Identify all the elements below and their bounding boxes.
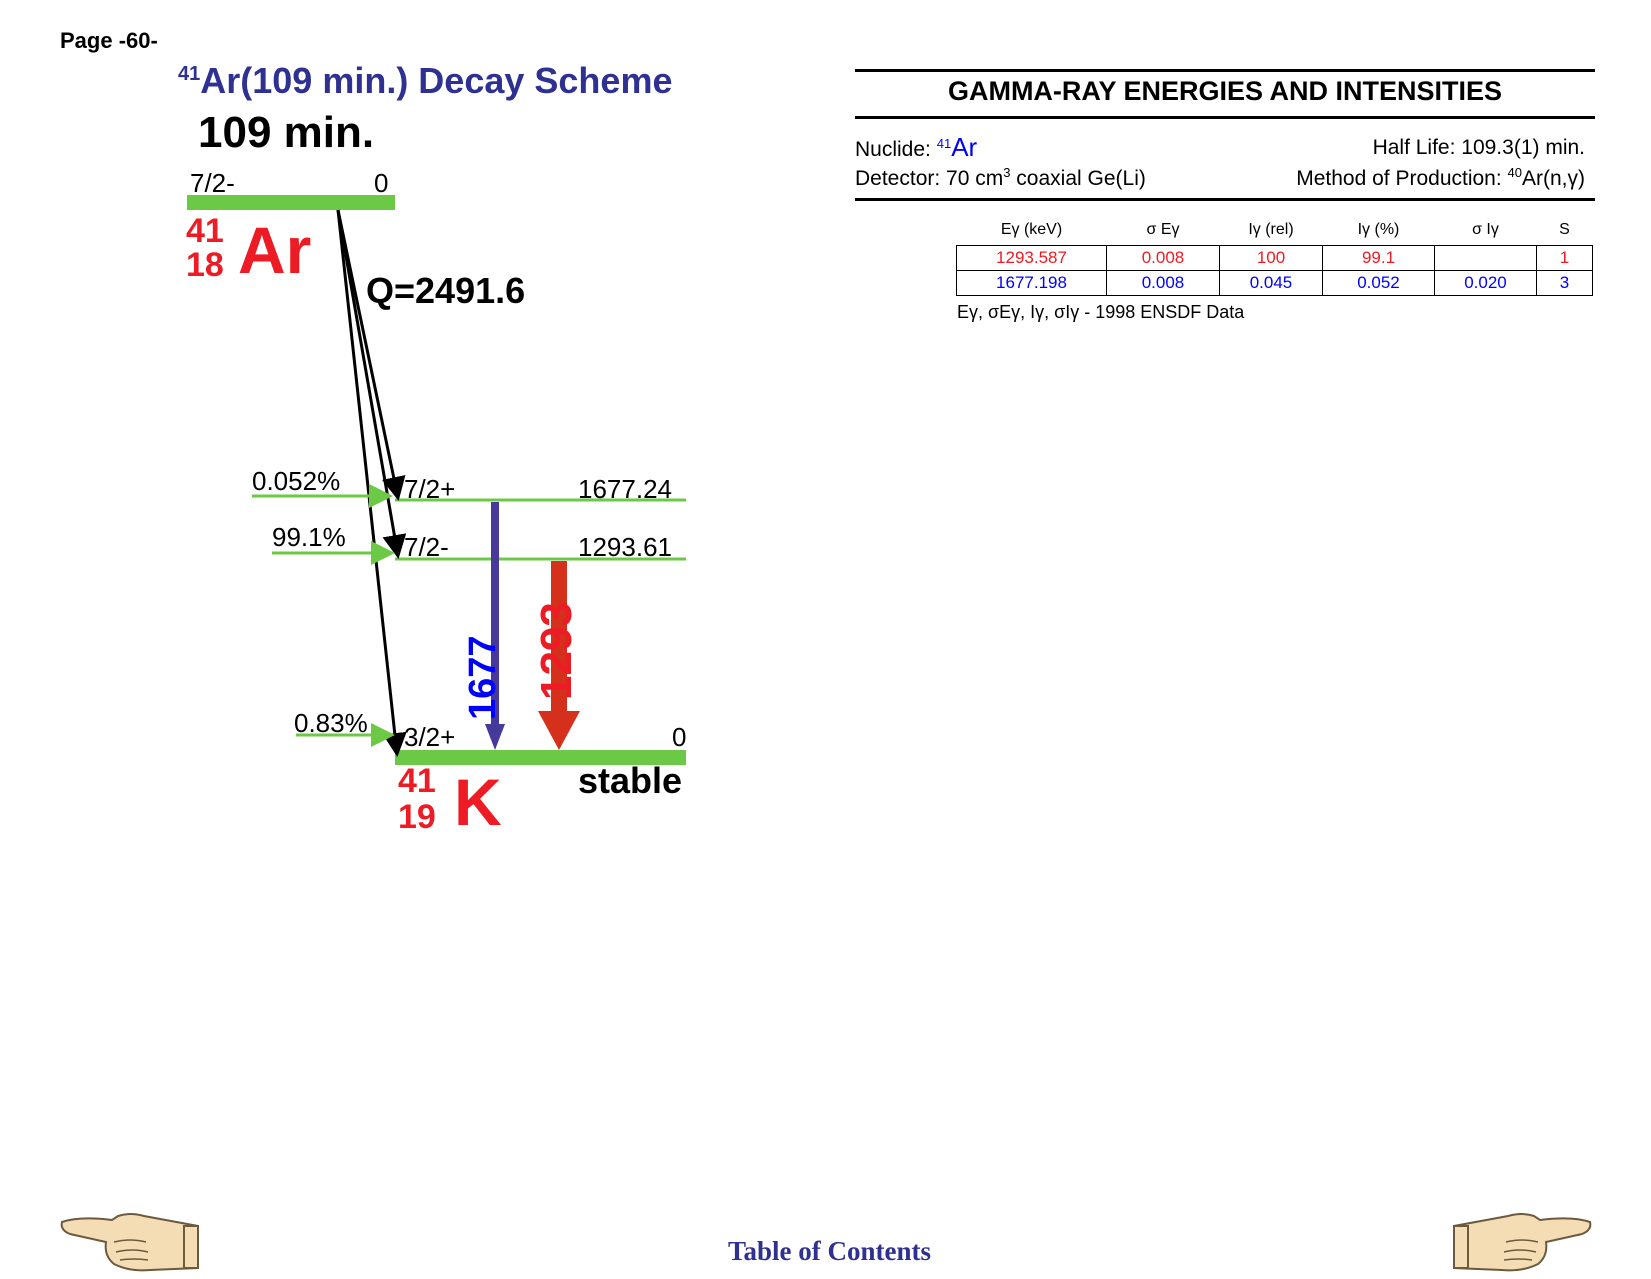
heading-bottom-rule [855, 116, 1595, 119]
cell-intensity-rel: 0.045 [1219, 270, 1323, 296]
col-header-intensity-pct: Iγ (%) [1357, 221, 1400, 238]
detector-sup: 3 [1003, 165, 1011, 180]
detector-info: Detector: 70 cm3 coaxial Ge(Li) [855, 165, 1146, 191]
method-suffix: Ar(n,γ) [1522, 167, 1585, 190]
production-method-info: Method of Production: 40Ar(n,γ) [1296, 165, 1585, 191]
col-header-energy-uncertainty: σ Eγ [1146, 221, 1180, 238]
col-header-intensity-uncertainty: σ Iγ [1472, 221, 1499, 238]
cell-energy-uncertainty: 0.008 [1106, 245, 1220, 271]
level-energy-ground: 0 [672, 722, 687, 752]
cell-intensity-pct: 0.052 [1322, 270, 1435, 296]
gamma-ray-table: Eγ (keV) σ Eγ Iγ (rel) Iγ (%) σ Iγ S 129… [956, 213, 1593, 296]
nuclide-label: Nuclide: [855, 138, 931, 161]
method-sup: 40 [1507, 165, 1522, 180]
decay-scheme-title: 41Ar(109 min.) Decay Scheme [178, 60, 672, 102]
gamma-table-heading: GAMMA-RAY ENERGIES AND INTENSITIES [947, 76, 1503, 106]
cell-s: 3 [1536, 270, 1593, 296]
parent-energy: 0 [374, 168, 389, 198]
gamma-label-1293: 1293 [532, 602, 581, 700]
q-value: Q=2491.6 [366, 270, 526, 311]
level-spin-1293: 7/2- [404, 532, 449, 562]
gamma-arrowhead-1677 [485, 724, 505, 750]
page-label: Page -60- [60, 28, 158, 53]
table-header-row: Eγ (keV) σ Eγ Iγ (rel) Iγ (%) σ Iγ S [957, 213, 1593, 246]
branch-1293: 99.1% [272, 522, 346, 552]
cell-s: 1 [1536, 245, 1593, 271]
parent-atomic-number: 18 [186, 246, 224, 284]
method-prefix: Method of Production: [1296, 167, 1508, 190]
cell-energy-uncertainty: 0.008 [1106, 270, 1220, 296]
cell-intensity-rel: 100 [1219, 245, 1323, 271]
level-energy-1677: 1677.24 [578, 474, 672, 504]
previous-page-hand-icon[interactable] [60, 1212, 202, 1279]
info-bottom-rule [855, 198, 1595, 201]
ground-level-bar [395, 750, 686, 765]
parent-level-bar [187, 195, 395, 210]
parent-spin: 7/2- [190, 168, 235, 198]
daughter-atomic-number: 19 [398, 798, 436, 836]
col-header-s: S [1559, 221, 1570, 238]
col-header-energy: Eγ (keV) [1000, 221, 1063, 238]
cell-energy: 1293.587 [956, 245, 1107, 271]
cell-intensity-uncertainty: 0.020 [1434, 270, 1537, 296]
nuclide-value: 41Ar [936, 132, 977, 162]
nuclide-mass: 41 [936, 136, 952, 151]
table-of-contents-link[interactable]: Table of Contents [728, 1236, 932, 1266]
cell-intensity-uncertainty [1434, 245, 1537, 271]
gamma-arrowhead-1293 [538, 711, 580, 750]
cell-energy: 1677.198 [956, 270, 1107, 296]
detector-prefix: Detector: 70 cm [855, 167, 1004, 190]
branch-ground: 0.83% [294, 708, 368, 738]
gamma-line-1293 [551, 561, 567, 711]
parent-symbol: Ar [238, 213, 312, 287]
title-mass-number: 41 [178, 63, 201, 85]
branch-1677: 0.052% [252, 466, 341, 496]
half-life-info: Half Life: 109.3(1) min. [1372, 136, 1585, 159]
level-energy-1293: 1293.61 [578, 532, 672, 562]
parent-mass-number: 41 [186, 212, 224, 250]
data-source-footnote: Eγ, σEγ, Iγ, σIγ - 1998 ENSDF Data [957, 302, 1245, 322]
daughter-mass-number: 41 [398, 762, 436, 800]
beta-arrow-1293 [336, 209, 407, 559]
stable-label: stable [578, 760, 683, 801]
nuclide-symbol: Ar [951, 132, 978, 162]
beta-arrow-ground [336, 209, 407, 757]
detector-suffix: coaxial Ge(Li) [1010, 167, 1146, 190]
beta-arrow-1677 [336, 209, 406, 501]
title-text: Ar(109 min.) Decay Scheme [200, 60, 673, 101]
level-spin-ground: 3/2+ [404, 722, 456, 752]
table-row: 1677.198 0.008 0.045 0.052 0.020 3 [956, 270, 1593, 296]
heading-top-rule [855, 69, 1595, 72]
table-row: 1293.587 0.008 100 99.1 1 [956, 245, 1593, 271]
cell-intensity-pct: 99.1 [1322, 245, 1435, 271]
gamma-line-1677 [491, 502, 499, 724]
gamma-label-1677: 1677 [462, 635, 504, 720]
col-header-intensity-rel: Iγ (rel) [1248, 221, 1294, 238]
daughter-symbol: K [454, 765, 502, 839]
next-page-hand-icon[interactable] [1450, 1212, 1592, 1279]
parent-halflife: 109 min. [198, 108, 375, 157]
level-spin-1677: 7/2+ [404, 474, 456, 504]
nuclide-info: Nuclide: 41Ar [855, 132, 977, 163]
